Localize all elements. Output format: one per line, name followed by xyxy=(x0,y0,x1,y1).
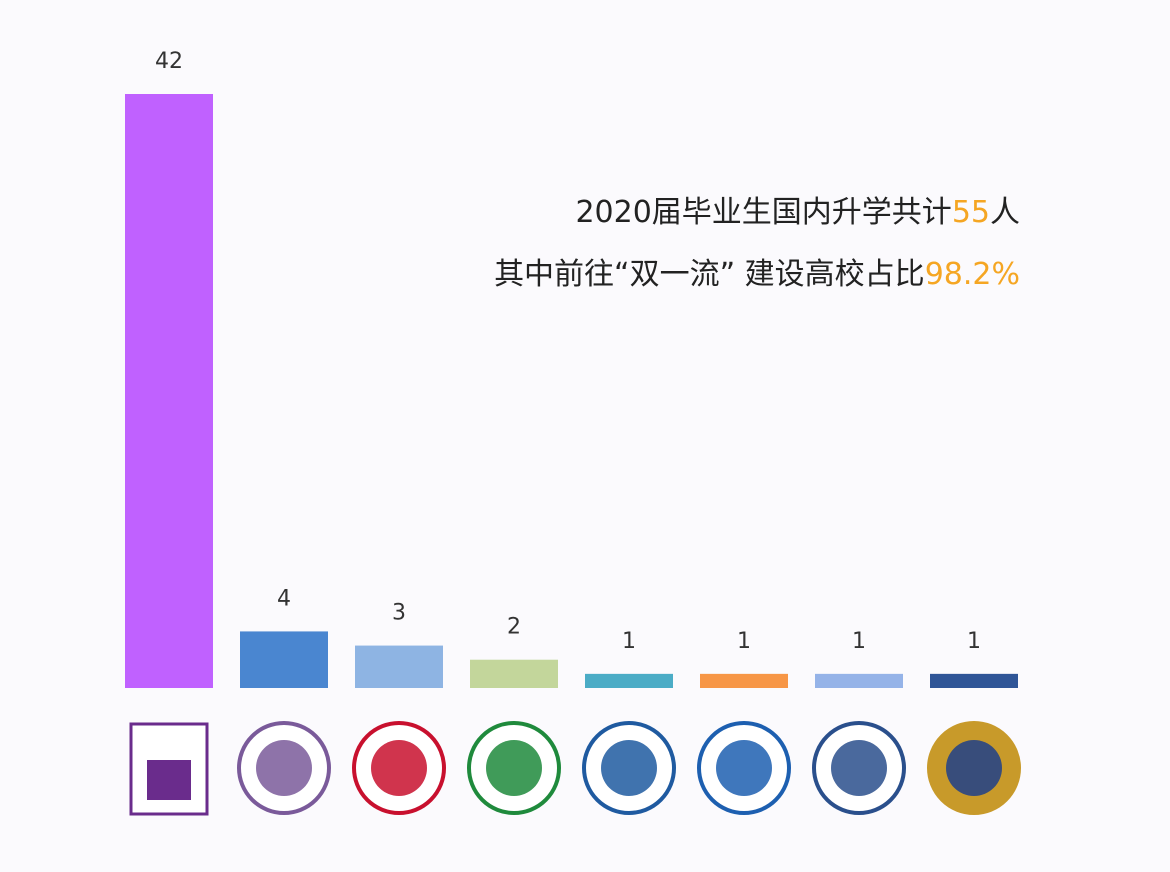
bar xyxy=(470,659,558,688)
bar xyxy=(700,673,788,688)
value-label: 2 xyxy=(507,615,521,640)
annotation: 2020届毕业生国内升学共计55人 xyxy=(575,195,1020,230)
logo-inner xyxy=(716,740,772,796)
value-label: 3 xyxy=(392,601,406,626)
value-label: 42 xyxy=(155,49,183,74)
annotation-segment: 其中前往“双一流” 建设高校占比 xyxy=(494,257,925,292)
value-label: 4 xyxy=(277,586,291,611)
bar xyxy=(125,94,213,688)
logo-inner xyxy=(831,740,887,796)
annotation-segment: 人 xyxy=(990,195,1020,230)
logo-inner xyxy=(256,740,312,796)
annotation-segment: 55 xyxy=(952,195,990,230)
value-label: 1 xyxy=(737,629,751,654)
value-label: 1 xyxy=(622,629,636,654)
bar xyxy=(930,673,1018,688)
annotation-segment: 98.2% xyxy=(925,257,1020,292)
annotation: 其中前往“双一流” 建设高校占比98.2% xyxy=(494,257,1020,292)
logo-inner xyxy=(147,760,191,800)
bar xyxy=(355,645,443,688)
bar xyxy=(240,631,328,688)
logo-inner xyxy=(946,740,1002,796)
bar xyxy=(815,673,903,688)
value-label: 1 xyxy=(852,629,866,654)
bar xyxy=(585,673,673,688)
logo-inner xyxy=(486,740,542,796)
value-label: 1 xyxy=(967,629,981,654)
logo-inner xyxy=(371,740,427,796)
annotation-segment: 2020届毕业生国内升学共计 xyxy=(575,195,951,230)
logo-inner xyxy=(601,740,657,796)
